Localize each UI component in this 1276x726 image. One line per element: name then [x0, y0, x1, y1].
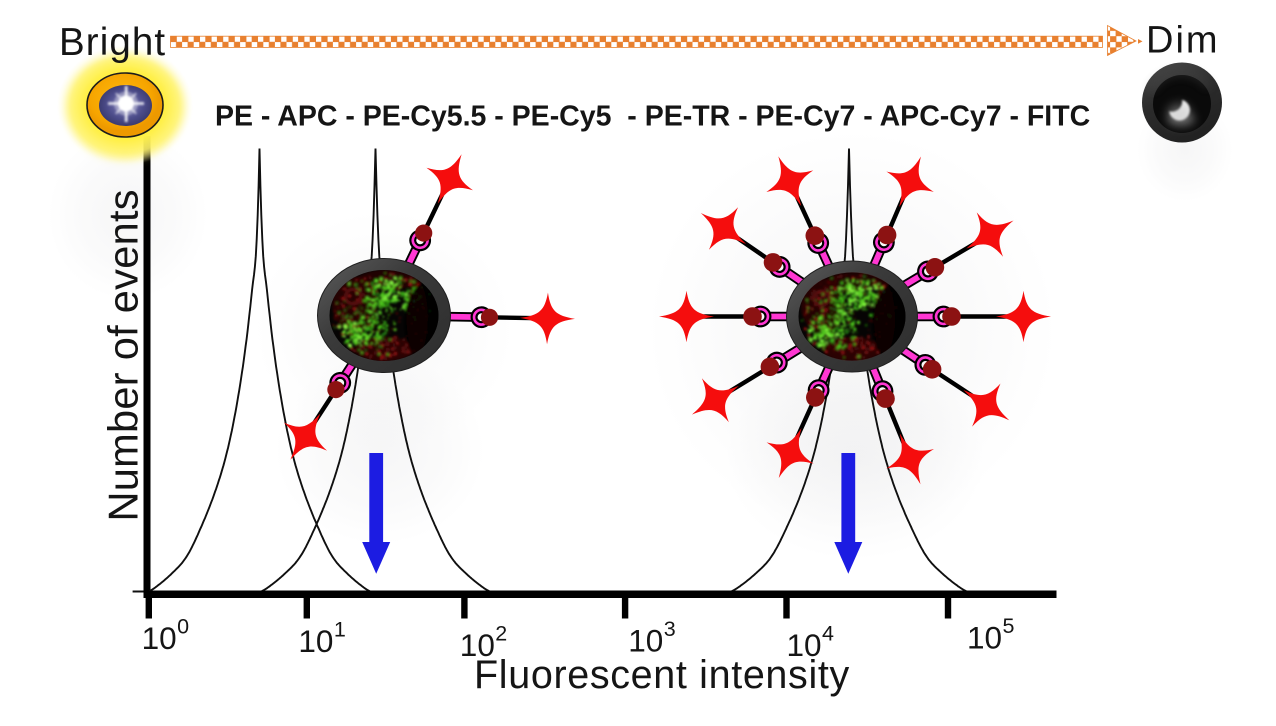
svg-text:10: 10 [298, 623, 333, 659]
svg-text:PE - APC - PE-Cy5.5 - PE-Cy5: PE - APC - PE-Cy5.5 - PE-Cy5 - PE-TR - P… [215, 101, 1090, 133]
svg-text:Bright: Bright [59, 21, 166, 64]
svg-text:Fluorescent intensity: Fluorescent intensity [474, 653, 850, 697]
svg-text:10: 10 [967, 620, 1002, 656]
svg-text:10: 10 [628, 623, 663, 659]
svg-text:Dim: Dim [1146, 20, 1220, 62]
svg-text:0: 0 [177, 615, 189, 639]
svg-text:1: 1 [334, 618, 346, 642]
svg-text:10: 10 [142, 620, 177, 656]
svg-text:3: 3 [664, 617, 676, 641]
svg-text:4: 4 [822, 622, 834, 646]
svg-text:10: 10 [787, 627, 822, 663]
svg-text:2: 2 [495, 622, 507, 646]
svg-text:Number of events: Number of events [100, 189, 147, 521]
svg-text:10: 10 [460, 627, 495, 663]
svg-text:5: 5 [1003, 614, 1015, 638]
